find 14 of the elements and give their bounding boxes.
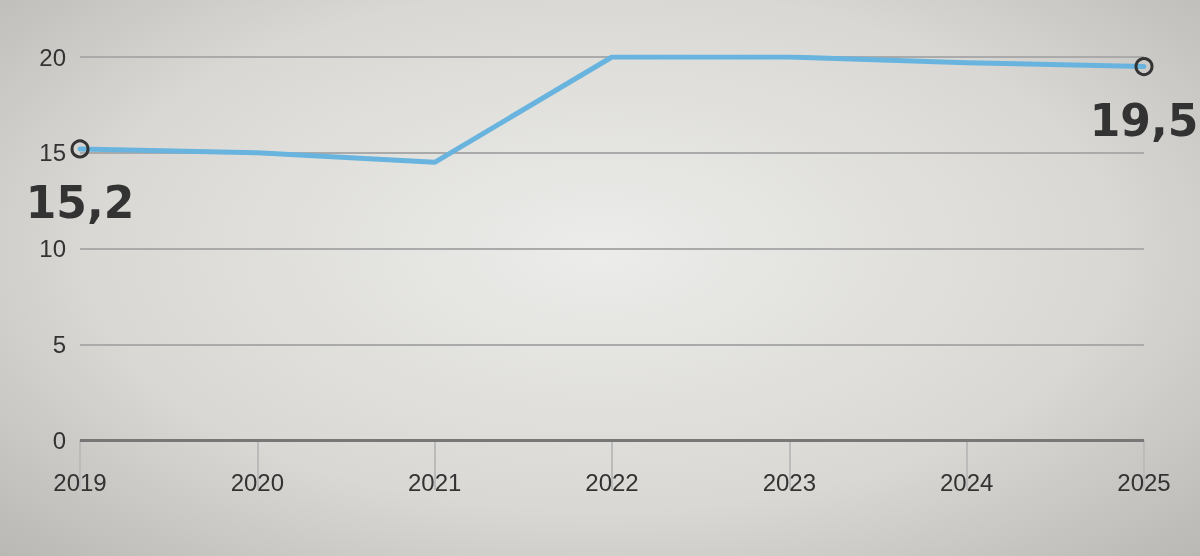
x-tick-label: 2025	[1117, 468, 1171, 496]
y-tick-label: 10	[39, 235, 66, 262]
data-label: 15,2	[25, 176, 135, 228]
x-tick-label: 2023	[762, 468, 817, 496]
x-tick-label: 2019	[53, 468, 107, 496]
x-tick-label: 2024	[939, 468, 994, 496]
x-tick-label: 2020	[230, 468, 285, 496]
x-tick-label: 2022	[585, 468, 639, 496]
data-label: 19,5	[1089, 94, 1199, 146]
y-tick-label: 20	[39, 43, 66, 71]
y-tick-label: 5	[52, 330, 66, 358]
y-tick-label: 15	[39, 139, 66, 167]
x-tick-label: 2021	[407, 468, 462, 496]
y-tick-label: 0	[52, 426, 66, 454]
